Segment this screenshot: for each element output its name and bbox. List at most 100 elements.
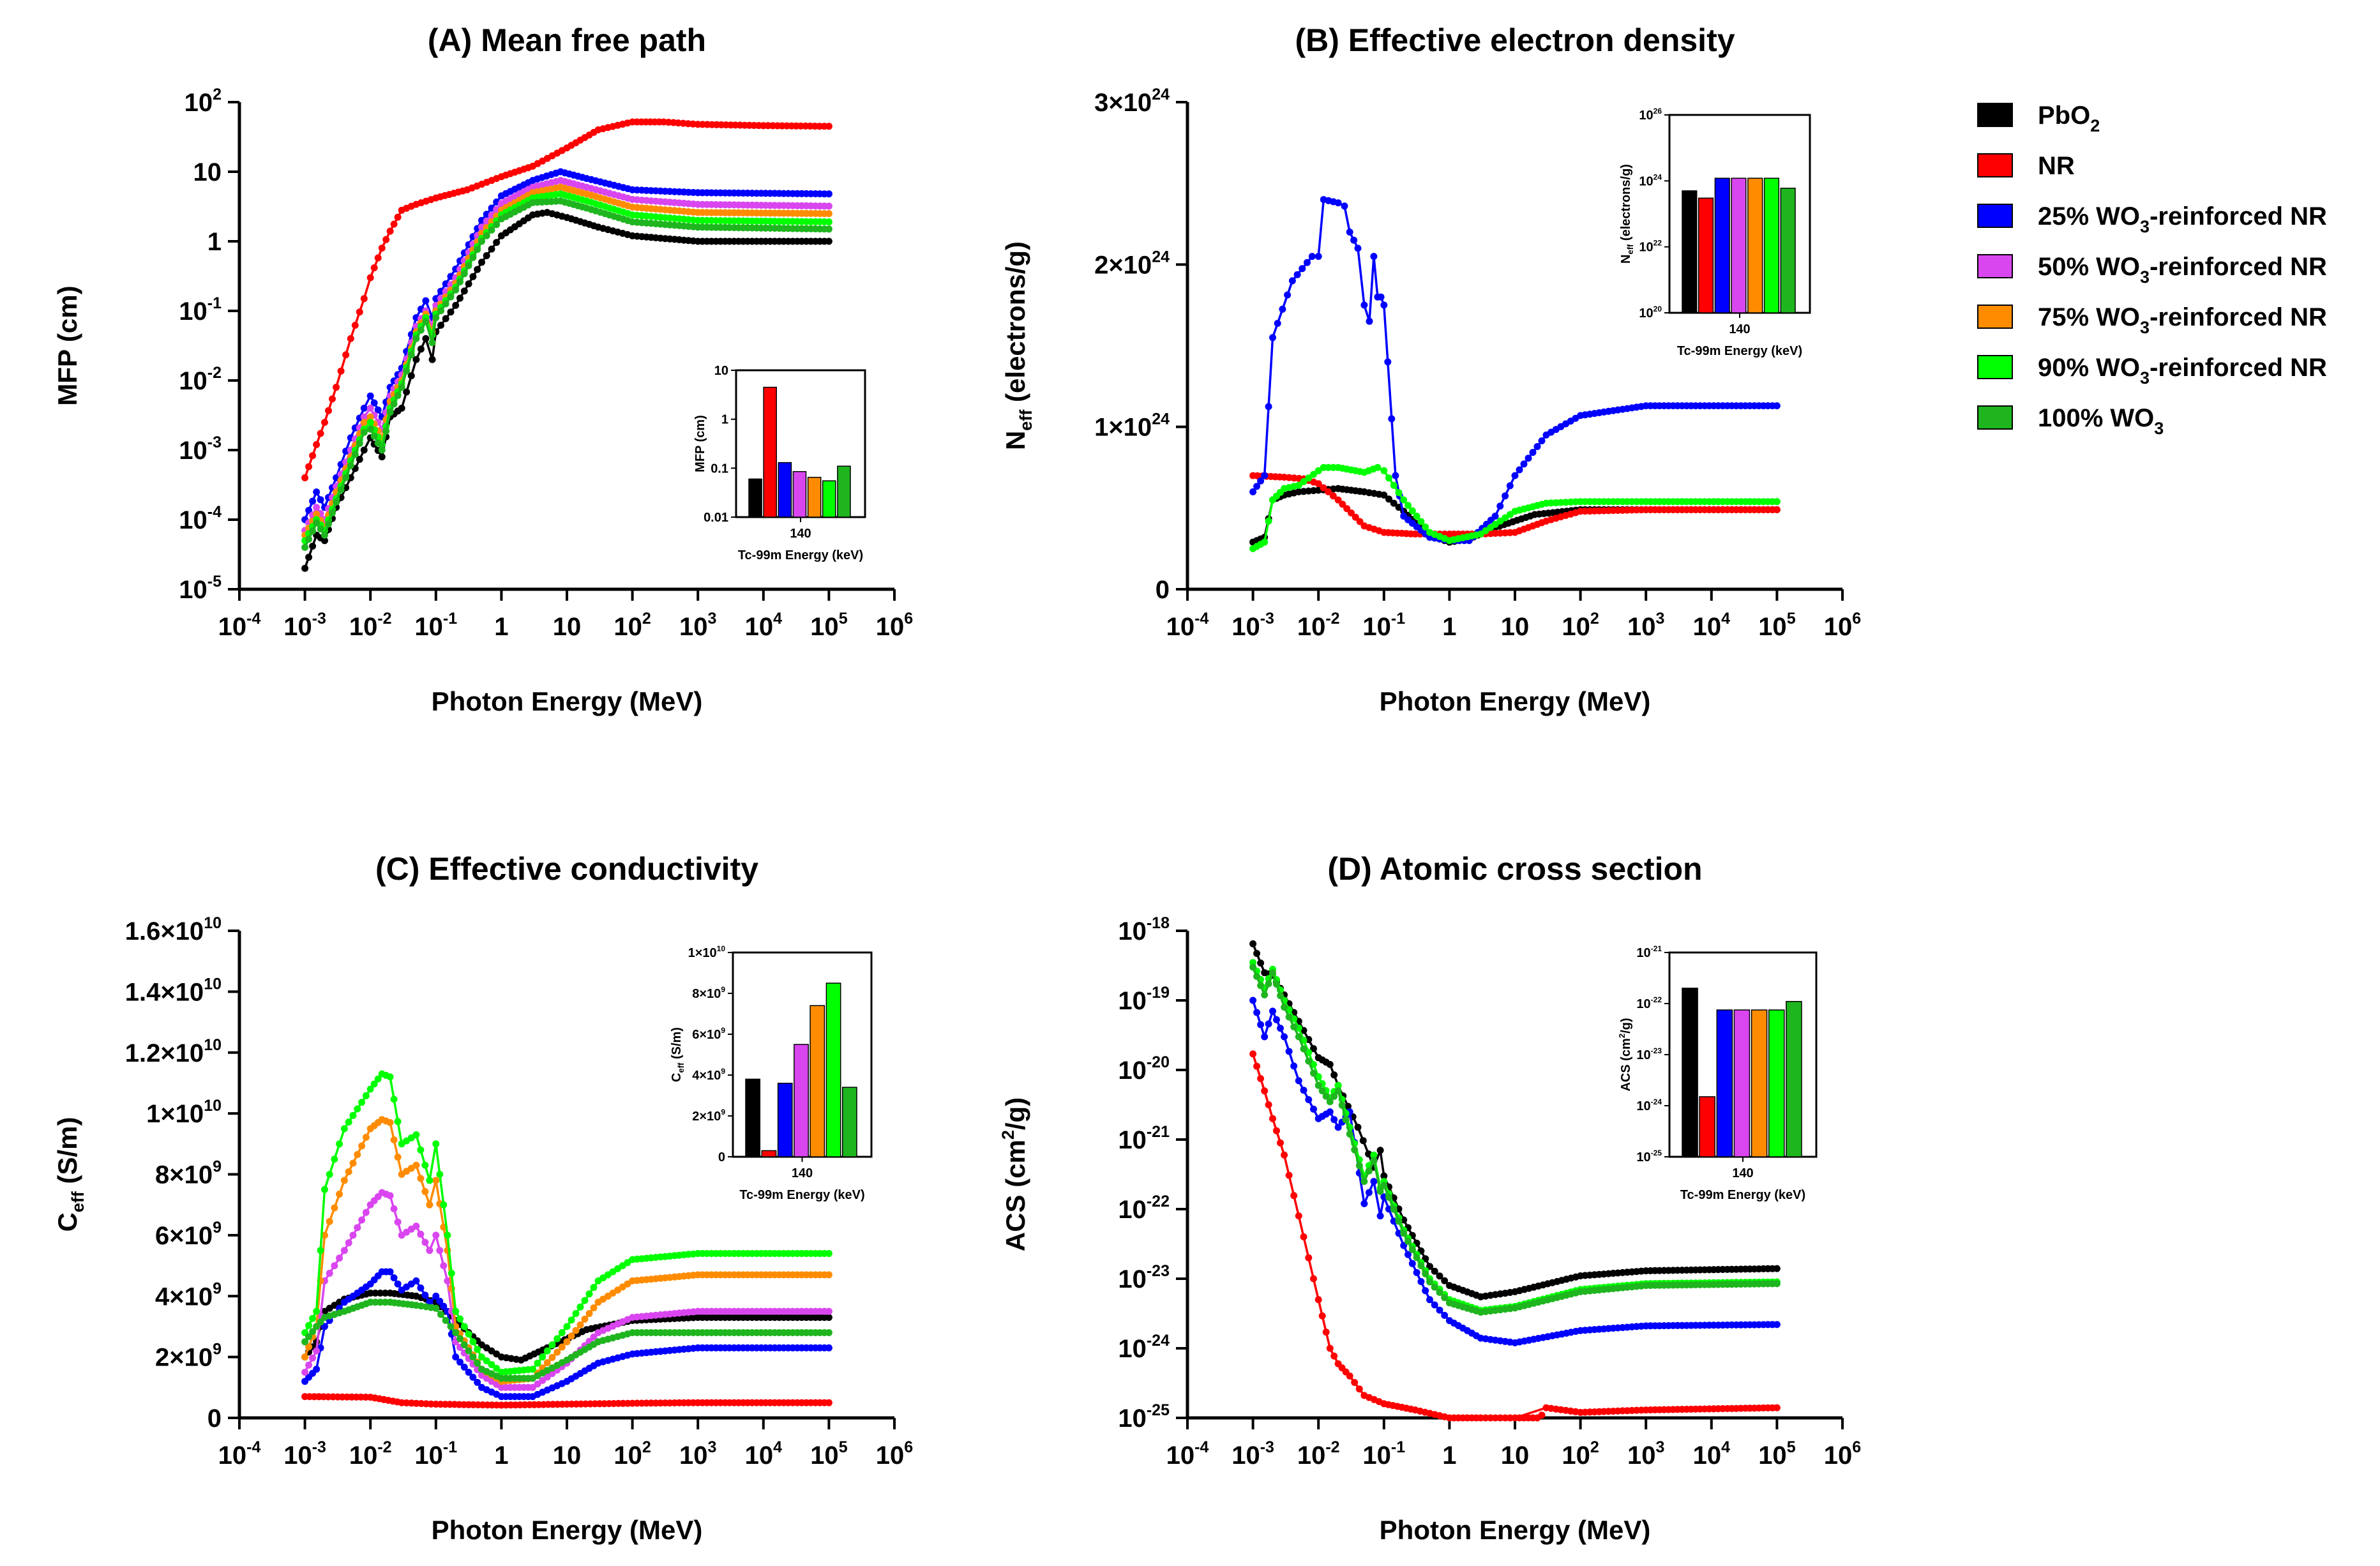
series-marker-wo100 xyxy=(305,536,313,543)
x-tick-label: 10 xyxy=(553,613,582,641)
y-tick-label: 6×109 xyxy=(155,1219,222,1250)
series-marker-nr xyxy=(1265,1101,1272,1108)
series-marker-wo90 xyxy=(444,1231,451,1239)
series-marker-wo50 xyxy=(432,1231,440,1239)
y-tick-label: 1.4×1010 xyxy=(125,975,222,1006)
series-marker-wo90 xyxy=(1330,463,1337,471)
series-marker-wo100 xyxy=(483,232,490,239)
series-marker-nr xyxy=(305,463,313,471)
series-marker-nr xyxy=(1482,1414,1489,1422)
series-marker-pbo2 xyxy=(398,404,405,412)
series-marker-wo90 xyxy=(590,1284,598,1291)
inset-bar-pbo2 xyxy=(748,478,762,518)
inset-bar-chart: 0.01 0.1 1 10 140 Tc-99m Energy (keV) MFP (cm) xyxy=(693,364,866,562)
series-marker-wo25 xyxy=(1261,1033,1269,1041)
series-marker-nr xyxy=(1325,488,1332,495)
series-marker-wo100 xyxy=(317,1318,324,1326)
series-marker-wo25 xyxy=(1405,1251,1412,1258)
inset-bar-chart: 0 2×109 4×109 6×109 8×109 1×1010 140 Tc-99m Ene… xyxy=(670,944,873,1202)
series-marker-nr xyxy=(1773,506,1781,513)
series-marker-nr xyxy=(1355,1385,1363,1393)
series-marker-nr xyxy=(386,227,394,235)
series-marker-nr xyxy=(1346,1372,1353,1380)
series-marker-nr xyxy=(1322,1329,1330,1336)
series-marker-nr xyxy=(1496,1414,1504,1422)
series-marker-wo50 xyxy=(394,1218,402,1226)
series-marker-wo75 xyxy=(572,1327,580,1334)
series-marker-wo90 xyxy=(1408,507,1416,515)
legend-swatch-wo25 xyxy=(1977,204,2013,228)
series-marker-pbo2 xyxy=(1436,1272,1443,1280)
series-marker-wo50 xyxy=(331,1262,338,1270)
series-marker-wo90 xyxy=(469,1338,477,1346)
series-marker-wo25 xyxy=(1288,277,1296,285)
series-marker-pbo2 xyxy=(1441,1277,1449,1284)
inset-y-tick-label: 0.1 xyxy=(711,462,728,476)
series-marker-wo25 xyxy=(1310,1105,1317,1113)
series-marker-wo25 xyxy=(1334,199,1342,207)
series-marker-wo50 xyxy=(366,404,374,412)
inset-bar-wo90 xyxy=(1763,177,1780,313)
series-marker-wo90 xyxy=(554,1335,561,1343)
series-marker-wo100 xyxy=(374,439,382,447)
x-tick-label: 1 xyxy=(1442,1442,1456,1470)
inset-y-tick-label: 4×109 xyxy=(692,1067,725,1083)
inset-x-axis-label: Tc-99m Energy (keV) xyxy=(1680,1188,1805,1202)
inset-bar-wo75 xyxy=(1751,1009,1768,1157)
series-marker-wo100 xyxy=(381,1299,389,1306)
series-marker-wo100 xyxy=(1261,991,1269,998)
series-marker-wo100 xyxy=(1422,1270,1429,1277)
series-marker-nr xyxy=(321,419,328,426)
series-marker-wo75 xyxy=(452,1323,460,1330)
series-marker-wo25 xyxy=(1426,1296,1433,1304)
x-tick-label: 106 xyxy=(1824,1438,1861,1470)
series-marker-wo90 xyxy=(1310,471,1317,478)
series-marker-wo50 xyxy=(825,202,832,210)
legend-label-wo100: 100% WO3 xyxy=(2038,404,2164,438)
series-marker-wo100 xyxy=(488,226,495,234)
series-marker-wo100 xyxy=(377,1299,384,1306)
series-marker-wo90 xyxy=(1422,523,1429,531)
series-marker-wo50 xyxy=(440,1262,448,1270)
series-marker-wo75 xyxy=(321,1231,328,1239)
series-marker-wo75 xyxy=(825,210,832,218)
series-marker-wo90 xyxy=(1417,518,1425,525)
inset-y-tick-label: 6×109 xyxy=(692,1026,725,1042)
series-marker-wo100 xyxy=(1436,1288,1443,1296)
series-marker-wo50 xyxy=(362,1208,370,1216)
series-marker-wo90 xyxy=(1385,474,1392,482)
series-marker-pbo2 xyxy=(825,237,832,245)
series-marker-wo100 xyxy=(1249,963,1257,971)
series-marker-wo100 xyxy=(390,400,398,408)
series-marker-wo100 xyxy=(398,384,405,391)
series-marker-wo90 xyxy=(340,1125,348,1133)
series-marker-nr xyxy=(317,430,324,437)
inset-bar-wo25 xyxy=(777,1083,793,1157)
series-marker-wo25 xyxy=(432,1292,440,1300)
series-marker-pbo2 xyxy=(456,294,463,302)
series-marker-wo100 xyxy=(452,286,460,294)
series-marker-wo25 xyxy=(474,1378,481,1386)
chart-title: (A) Mean free path xyxy=(428,22,706,58)
inset-bar-wo25 xyxy=(1716,1009,1733,1157)
inset-y-tick-label: 2×109 xyxy=(692,1108,725,1124)
series-marker-wo100 xyxy=(447,1323,455,1330)
series-marker-wo25 xyxy=(1269,334,1276,342)
series-marker-wo100 xyxy=(437,307,444,315)
series-marker-wo90 xyxy=(354,1105,361,1113)
series-marker-wo25 xyxy=(1390,1217,1397,1225)
series-marker-wo90 xyxy=(331,1156,338,1163)
series-marker-wo90 xyxy=(366,1085,374,1093)
series-marker-wo100 xyxy=(825,1329,832,1336)
y-tick-label: 8×109 xyxy=(155,1158,222,1189)
series-marker-wo90 xyxy=(825,1250,832,1257)
series-marker-wo90 xyxy=(321,1186,328,1193)
series-marker-wo100 xyxy=(305,1333,313,1341)
series-marker-wo75 xyxy=(417,1175,425,1182)
series-marker-pbo2 xyxy=(360,446,368,454)
series-marker-nr xyxy=(1352,513,1359,521)
inset-category-label: 140 xyxy=(1732,1166,1753,1180)
series-marker-pbo2 xyxy=(460,287,468,295)
